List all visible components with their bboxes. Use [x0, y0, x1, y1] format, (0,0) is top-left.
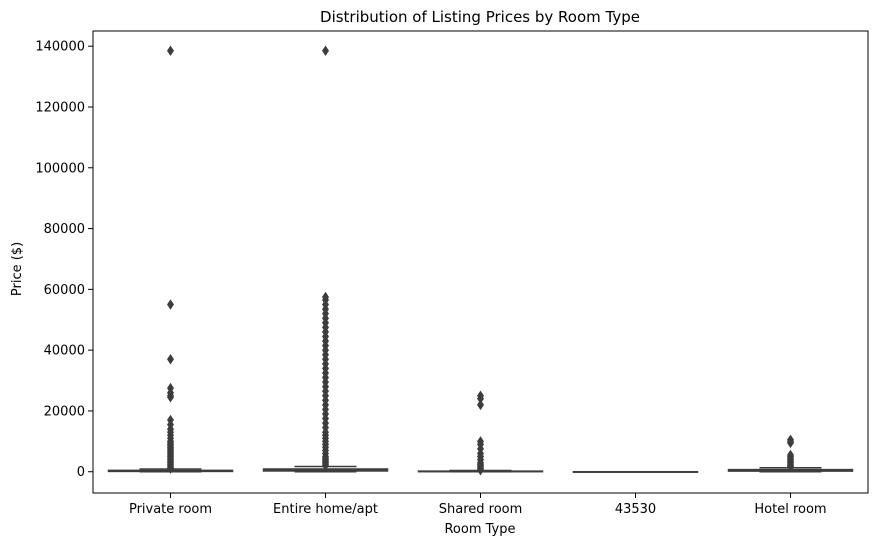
outlier-point	[477, 399, 484, 411]
outlier-point	[787, 461, 794, 473]
x-tick-label: Shared room	[439, 502, 523, 517]
outlier-point	[167, 354, 174, 365]
x-tick-label: Hotel room	[754, 502, 826, 517]
outlier-point	[167, 392, 174, 403]
x-tick-label: Entire home/apt	[273, 502, 378, 517]
y-tick-label: 40000	[44, 344, 85, 359]
x-axis: Private room Entire home/apt Shared room 43…	[129, 493, 827, 517]
box-group	[417, 390, 544, 476]
plot-area	[107, 45, 854, 476]
chart-title: Distribution of Listing Prices by Room T…	[320, 8, 640, 26]
y-tick-label: 100000	[35, 161, 85, 176]
box-group	[572, 470, 699, 473]
x-axis-title: Room Type	[444, 522, 515, 537]
x-tick-label: 43530	[615, 502, 656, 517]
y-tick-label: 80000	[44, 222, 85, 237]
y-tick-label: 140000	[35, 40, 85, 55]
outlier-point	[787, 437, 794, 449]
y-axis-title: Price ($)	[10, 242, 25, 296]
x-tick-label: Private room	[129, 502, 212, 517]
outlier-point	[322, 45, 329, 56]
y-tick-label: 120000	[35, 100, 85, 115]
outlier-point	[167, 45, 174, 56]
y-axis: 0 20000 40000 60000 80000 100000 120000 140000	[35, 40, 93, 480]
y-tick-label: 0	[77, 465, 85, 480]
box-group	[727, 434, 854, 473]
box-group	[262, 45, 389, 473]
y-tick-label: 60000	[44, 283, 85, 298]
outlier-point	[322, 460, 329, 471]
outlier-point	[167, 299, 174, 310]
box-group	[107, 45, 234, 474]
outlier-point	[167, 463, 174, 474]
plot-frame	[92, 30, 869, 494]
outlier-point	[477, 464, 484, 476]
y-tick-label: 20000	[44, 404, 85, 419]
